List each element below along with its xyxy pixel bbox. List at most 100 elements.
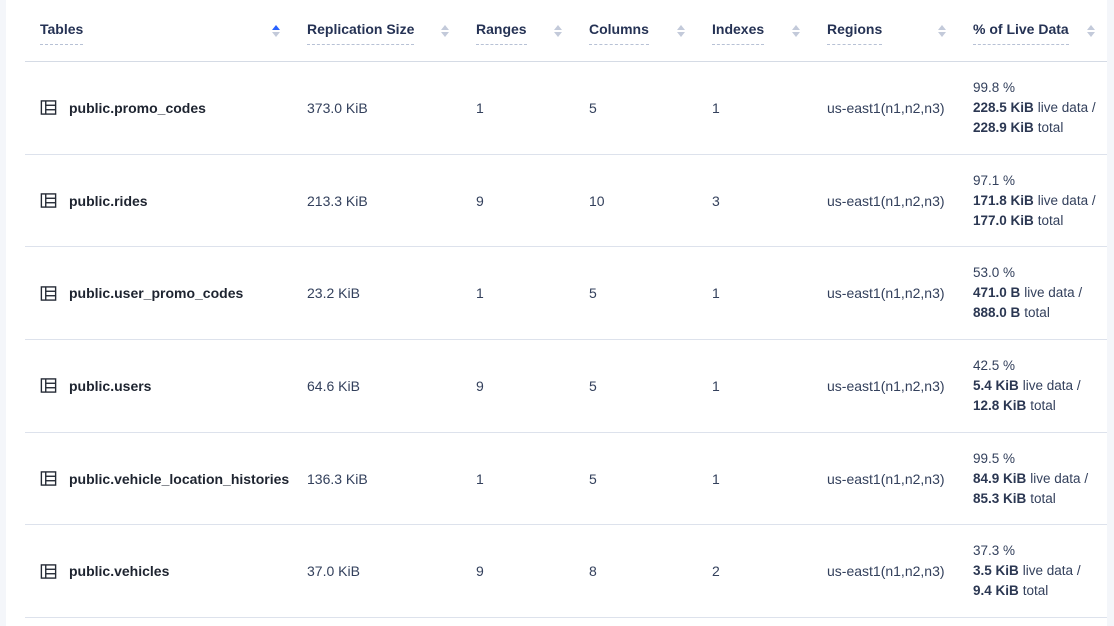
total-data-amount: 85.3 KiB total bbox=[973, 490, 1056, 506]
table-row[interactable]: public.rides 213.3 KiB 9 10 3 us-east1(n… bbox=[25, 155, 1107, 248]
live-data-percent: 99.5 % bbox=[973, 450, 1016, 466]
total-data-amount: 9.4 KiB total bbox=[973, 583, 1049, 599]
live-data-percent: 37.3 % bbox=[973, 543, 1016, 559]
column-header-replication-size[interactable]: Replication Size bbox=[292, 0, 461, 61]
live-data-amount: 84.9 KiB live data / bbox=[973, 470, 1089, 486]
ranges-value: 1 bbox=[476, 285, 484, 302]
live-data-amount: 5.4 KiB live data / bbox=[973, 377, 1081, 393]
live-data-cell: 42.5 % 5.4 KiB live data / 12.8 KiB total bbox=[958, 340, 1107, 432]
total-data-amount: 12.8 KiB total bbox=[973, 397, 1056, 413]
columns-value: 8 bbox=[589, 563, 597, 580]
replication-size-value: 37.0 KiB bbox=[307, 563, 360, 580]
sort-icon[interactable] bbox=[792, 24, 800, 37]
table-row[interactable]: public.user_promo_codes 23.2 KiB 1 5 1 u… bbox=[25, 247, 1107, 341]
page-background-left-strip bbox=[0, 0, 6, 626]
table-name-cell: public.user_promo_codes bbox=[25, 247, 292, 339]
column-header-label: Tables bbox=[40, 21, 84, 45]
indexes-value: 1 bbox=[712, 285, 720, 302]
replication-size-value: 213.3 KiB bbox=[307, 192, 368, 209]
ranges-value: 9 bbox=[476, 377, 484, 394]
sort-icon[interactable] bbox=[938, 24, 946, 37]
column-header-columns[interactable]: Columns bbox=[574, 0, 697, 61]
column-header-indexes[interactable]: Indexes bbox=[697, 0, 812, 61]
table-name-link[interactable]: public.vehicles bbox=[69, 563, 170, 580]
sort-asc-arrow-icon bbox=[554, 24, 562, 30]
live-data-amount: 3.5 KiB live data / bbox=[973, 563, 1081, 579]
table-row[interactable]: public.vehicles 37.0 KiB 9 8 2 us-east1(… bbox=[25, 525, 1107, 619]
table-row[interactable]: public.users 64.6 KiB 9 5 1 us-east1(n1,… bbox=[25, 340, 1107, 433]
table-name-link[interactable]: public.vehicle_location_histories bbox=[69, 470, 290, 487]
sort-asc-arrow-icon bbox=[441, 24, 449, 30]
live-data-cell: 99.5 % 84.9 KiB live data / 85.3 KiB total bbox=[958, 433, 1107, 525]
sort-asc-arrow-icon bbox=[1087, 24, 1095, 30]
table-name-cell: public.users bbox=[25, 340, 292, 432]
table-icon bbox=[40, 563, 57, 580]
page-background-right-strip bbox=[1107, 0, 1114, 626]
column-header-label: Columns bbox=[589, 21, 649, 45]
table-icon bbox=[40, 192, 57, 209]
sort-desc-arrow-icon bbox=[1087, 31, 1095, 37]
sort-asc-arrow-icon bbox=[938, 24, 946, 30]
indexes-value: 1 bbox=[712, 470, 720, 487]
regions-value: us-east1(n1,n2,n3) bbox=[827, 99, 945, 116]
table-icon bbox=[40, 470, 57, 487]
table-name-link[interactable]: public.rides bbox=[69, 192, 148, 209]
total-data-amount: 177.0 KiB total bbox=[973, 212, 1064, 228]
table-row[interactable]: public.vehicle_location_histories 136.3 … bbox=[25, 433, 1107, 526]
replication-size-value: 23.2 KiB bbox=[307, 285, 360, 302]
ranges-value: 1 bbox=[476, 99, 484, 116]
column-header-tables[interactable]: Tables bbox=[25, 0, 292, 61]
live-data-percent: 97.1 % bbox=[973, 172, 1016, 188]
live-data-cell: 97.1 % 171.8 KiB live data / 177.0 KiB tot… bbox=[958, 155, 1108, 247]
columns-value: 5 bbox=[589, 285, 597, 302]
indexes-value: 1 bbox=[712, 377, 720, 394]
regions-value: us-east1(n1,n2,n3) bbox=[827, 563, 945, 580]
regions-value: us-east1(n1,n2,n3) bbox=[827, 377, 945, 394]
column-header-regions[interactable]: Regions bbox=[812, 0, 958, 61]
ranges-value: 9 bbox=[476, 563, 484, 580]
sort-desc-arrow-icon bbox=[792, 31, 800, 37]
table-name-link[interactable]: public.users bbox=[69, 377, 152, 394]
sort-desc-arrow-icon bbox=[938, 31, 946, 37]
table-name-cell: public.rides bbox=[25, 155, 292, 247]
table-row[interactable]: public.promo_codes 373.0 KiB 1 5 1 us-ea… bbox=[25, 62, 1107, 155]
column-header-label: Replication Size bbox=[307, 21, 415, 45]
column-header-ranges[interactable]: Ranges bbox=[461, 0, 574, 61]
sort-icon[interactable] bbox=[554, 24, 562, 37]
table-name-cell: public.vehicles bbox=[25, 525, 292, 617]
column-header-label: % of Live Data bbox=[973, 21, 1069, 45]
sort-icon[interactable] bbox=[1087, 24, 1095, 37]
table-icon bbox=[40, 99, 57, 116]
total-data-amount: 228.9 KiB total bbox=[973, 119, 1064, 135]
table-name-link[interactable]: public.user_promo_codes bbox=[69, 285, 244, 302]
live-data-percent: 42.5 % bbox=[973, 357, 1016, 373]
sort-icon[interactable] bbox=[441, 24, 449, 37]
live-data-percent: 99.8 % bbox=[973, 79, 1016, 95]
sort-desc-arrow-icon bbox=[441, 31, 449, 37]
sort-icon[interactable] bbox=[272, 24, 280, 37]
regions-value: us-east1(n1,n2,n3) bbox=[827, 285, 945, 302]
sort-icon[interactable] bbox=[677, 24, 685, 37]
indexes-value: 1 bbox=[712, 99, 720, 116]
live-data-amount: 171.8 KiB live data / bbox=[973, 192, 1096, 208]
sort-desc-arrow-icon bbox=[272, 31, 280, 37]
columns-value: 10 bbox=[589, 192, 605, 209]
table-name-cell: public.promo_codes bbox=[25, 62, 292, 154]
columns-value: 5 bbox=[589, 470, 597, 487]
live-data-percent: 53.0 % bbox=[973, 265, 1016, 281]
indexes-value: 2 bbox=[712, 563, 720, 580]
regions-value: us-east1(n1,n2,n3) bbox=[827, 470, 945, 487]
indexes-value: 3 bbox=[712, 192, 720, 209]
live-data-cell: 37.3 % 3.5 KiB live data / 9.4 KiB total bbox=[958, 525, 1107, 617]
sort-asc-arrow-icon bbox=[677, 24, 685, 30]
table-header-row: Tables Replication Size Ranges Columns I… bbox=[25, 0, 1107, 62]
sort-desc-arrow-icon bbox=[677, 31, 685, 37]
table-name-link[interactable]: public.promo_codes bbox=[69, 99, 206, 116]
table-name-cell: public.vehicle_location_histories bbox=[25, 433, 292, 525]
table-icon bbox=[40, 285, 57, 302]
column-header-live-data[interactable]: % of Live Data bbox=[958, 0, 1107, 61]
table-icon bbox=[40, 377, 57, 394]
column-header-label: Indexes bbox=[712, 21, 765, 45]
